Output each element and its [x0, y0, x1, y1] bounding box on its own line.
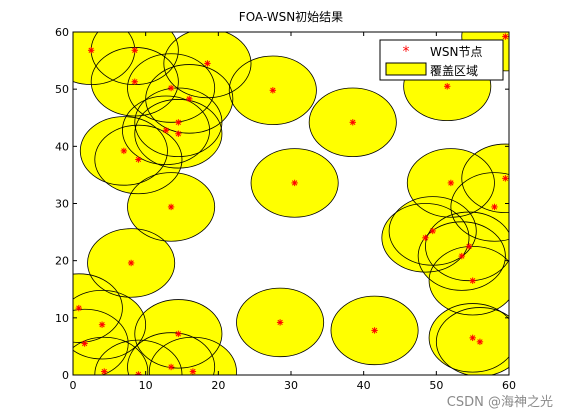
coverage-circle	[163, 32, 252, 99]
wsn-node-marker	[131, 47, 138, 54]
legend-nodes-label: WSN节点	[430, 45, 482, 59]
coverage-circle	[228, 55, 317, 126]
wsn-node-marker	[175, 130, 182, 137]
wsn-node-marker	[189, 368, 197, 375]
wsn-node-marker	[175, 330, 182, 338]
watermark: CSDN @海神之光	[447, 395, 553, 410]
coverage-fill	[436, 307, 509, 375]
coverage-circle	[94, 124, 183, 195]
coverage-circle	[461, 143, 509, 214]
coverage-circle	[73, 290, 147, 360]
wsn-node-marker	[491, 203, 498, 211]
y-tick-label: 20	[55, 255, 69, 268]
wsn-node-marker	[276, 319, 284, 326]
wsn-node-marker	[167, 203, 175, 211]
coverage-circle	[428, 245, 509, 316]
wsn-node-marker	[204, 60, 211, 67]
wsn-node-marker	[120, 147, 128, 155]
x-tick-label: 20	[211, 379, 225, 392]
coverage-circle	[134, 299, 223, 369]
wsn-node-marker	[371, 327, 378, 334]
wsn-node-marker	[291, 179, 298, 187]
x-tick-label: 0	[70, 379, 77, 392]
coverage-circle	[73, 336, 149, 375]
coverage-circle	[148, 336, 237, 375]
wsn-node-marker	[167, 84, 175, 92]
coverage-circle	[428, 303, 509, 373]
coverage-circle	[134, 99, 223, 169]
coverage-circle	[145, 64, 234, 134]
wsn-node-marker	[98, 321, 106, 328]
wsn-node-marker	[349, 119, 356, 126]
coverage-circle	[87, 228, 176, 298]
legend: * WSN节点 覆盖区域	[379, 39, 504, 81]
y-tick-label: 30	[55, 198, 69, 211]
coverage-circle	[134, 87, 223, 158]
chart-title: FOA-WSN初始结果	[239, 10, 343, 24]
coverage-circle	[450, 172, 509, 242]
wsn-node-marker	[131, 78, 138, 85]
coverage-circle	[122, 95, 211, 166]
x-tick-label: 40	[357, 379, 371, 392]
wsn-node-marker	[447, 179, 455, 187]
coverage-circle	[330, 295, 419, 366]
wsn-node-marker	[458, 252, 465, 260]
coverage-circle	[435, 307, 509, 375]
legend-coverage-label: 覆盖区域	[430, 64, 478, 78]
wsn-node-marker	[175, 119, 182, 126]
coverage-circle	[127, 172, 216, 242]
wsn-node-marker	[167, 363, 175, 371]
wsn-node-marker	[269, 87, 277, 94]
wsn-node-marker	[162, 127, 170, 134]
tick-layer: 0 10 20 30 40 50 60 0 10 20 30 40 50 60	[55, 26, 516, 392]
wsn-node-marker	[87, 47, 95, 54]
coverage-circle	[250, 148, 339, 218]
wsn-node-marker	[444, 83, 451, 90]
legend-coverage-swatch-icon	[385, 62, 427, 76]
coverage-circle	[127, 332, 216, 375]
y-tick-label: 10	[55, 312, 69, 325]
coverage-circle	[308, 87, 397, 158]
wsn-node-marker	[502, 175, 509, 182]
coverage-circle	[236, 287, 325, 358]
wsn-node-marker	[465, 243, 473, 250]
wsn-node-marker	[422, 234, 429, 241]
wsn-node-marker	[135, 156, 142, 163]
y-tick-label: 50	[55, 83, 69, 96]
wsn-node-marker	[429, 227, 436, 235]
coverage-circle	[417, 221, 506, 291]
x-tick-label: 10	[139, 379, 153, 392]
wsn-node-marker	[469, 277, 476, 284]
wsn-node-marker	[127, 259, 135, 267]
coverage-circle	[94, 339, 183, 375]
x-tick-label: 60	[502, 379, 516, 392]
coverage-circle	[381, 203, 470, 273]
wsn-node-marker	[476, 338, 484, 346]
y-tick-label: 0	[62, 369, 69, 382]
wsn-node-marker	[75, 304, 83, 312]
wsn-node-marker	[186, 95, 193, 103]
coverage-circle	[425, 211, 509, 282]
x-tick-label: 30	[284, 379, 298, 392]
coverage-circle	[406, 148, 495, 218]
coverage-circle	[73, 308, 129, 375]
wsn-node-marker	[502, 33, 509, 40]
coverage-circle	[79, 116, 168, 186]
y-tick-label: 60	[55, 26, 69, 39]
x-tick-label: 50	[429, 379, 443, 392]
coverage-circle	[461, 32, 509, 72]
wsn-node-marker	[469, 334, 476, 342]
wsn-node-marker	[81, 340, 88, 347]
coverage-circle	[73, 273, 123, 343]
y-tick-label: 40	[55, 140, 69, 153]
coverage-circle	[127, 53, 216, 123]
wsn-node-marker	[101, 368, 108, 375]
node-layer	[75, 33, 509, 375]
wsn-node-marker	[135, 371, 142, 375]
legend-node-marker-icon: *	[403, 44, 410, 60]
